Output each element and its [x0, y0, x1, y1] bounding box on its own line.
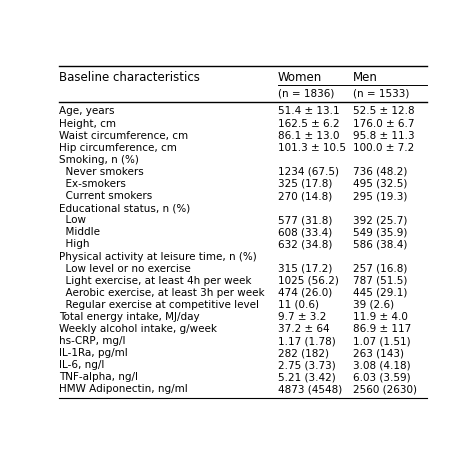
Text: Never smokers: Never smokers: [59, 167, 144, 177]
Text: Hip circumference, cm: Hip circumference, cm: [59, 143, 177, 153]
Text: 2.75 (3.73): 2.75 (3.73): [278, 360, 336, 370]
Text: Women: Women: [278, 71, 322, 84]
Text: 176.0 ± 6.7: 176.0 ± 6.7: [353, 118, 415, 128]
Text: Smoking, n (%): Smoking, n (%): [59, 155, 139, 165]
Text: 95.8 ± 11.3: 95.8 ± 11.3: [353, 131, 415, 141]
Text: 52.5 ± 12.8: 52.5 ± 12.8: [353, 107, 415, 117]
Text: 86.1 ± 13.0: 86.1 ± 13.0: [278, 131, 339, 141]
Text: Educational status, n (%): Educational status, n (%): [59, 203, 191, 213]
Text: Middle: Middle: [59, 228, 100, 237]
Text: 282 (182): 282 (182): [278, 348, 329, 358]
Text: Weekly alcohol intake, g/week: Weekly alcohol intake, g/week: [59, 324, 217, 334]
Text: TNF-alpha, ng/l: TNF-alpha, ng/l: [59, 373, 138, 383]
Text: 474 (26.0): 474 (26.0): [278, 288, 332, 298]
Text: 51.4 ± 13.1: 51.4 ± 13.1: [278, 107, 339, 117]
Text: Ex-smokers: Ex-smokers: [59, 179, 126, 189]
Text: 736 (48.2): 736 (48.2): [353, 167, 408, 177]
Text: 86.9 ± 117: 86.9 ± 117: [353, 324, 411, 334]
Text: 4873 (4548): 4873 (4548): [278, 384, 342, 394]
Text: 315 (17.2): 315 (17.2): [278, 264, 332, 273]
Text: 445 (29.1): 445 (29.1): [353, 288, 408, 298]
Text: IL-1Ra, pg/ml: IL-1Ra, pg/ml: [59, 348, 128, 358]
Text: 586 (38.4): 586 (38.4): [353, 239, 408, 249]
Text: 11.9 ± 4.0: 11.9 ± 4.0: [353, 312, 408, 322]
Text: 632 (34.8): 632 (34.8): [278, 239, 332, 249]
Text: 5.21 (3.42): 5.21 (3.42): [278, 373, 336, 383]
Text: 100.0 ± 7.2: 100.0 ± 7.2: [353, 143, 414, 153]
Text: Current smokers: Current smokers: [59, 191, 153, 201]
Text: 495 (32.5): 495 (32.5): [353, 179, 408, 189]
Text: Physical activity at leisure time, n (%): Physical activity at leisure time, n (%): [59, 252, 257, 262]
Text: 257 (16.8): 257 (16.8): [353, 264, 408, 273]
Text: 263 (143): 263 (143): [353, 348, 404, 358]
Text: 392 (25.7): 392 (25.7): [353, 215, 408, 225]
Text: (n = 1533): (n = 1533): [353, 89, 410, 99]
Text: Regular exercise at competitive level: Regular exercise at competitive level: [59, 300, 259, 310]
Text: 549 (35.9): 549 (35.9): [353, 228, 408, 237]
Text: IL-6, ng/l: IL-6, ng/l: [59, 360, 105, 370]
Text: 295 (19.3): 295 (19.3): [353, 191, 408, 201]
Text: Height, cm: Height, cm: [59, 118, 116, 128]
Text: Baseline characteristics: Baseline characteristics: [59, 71, 200, 84]
Text: 608 (33.4): 608 (33.4): [278, 228, 332, 237]
Text: Total energy intake, MJ/day: Total energy intake, MJ/day: [59, 312, 200, 322]
Text: 270 (14.8): 270 (14.8): [278, 191, 332, 201]
Text: Aerobic exercise, at least 3h per week: Aerobic exercise, at least 3h per week: [59, 288, 265, 298]
Text: 101.3 ± 10.5: 101.3 ± 10.5: [278, 143, 346, 153]
Text: 325 (17.8): 325 (17.8): [278, 179, 332, 189]
Text: 9.7 ± 3.2: 9.7 ± 3.2: [278, 312, 326, 322]
Text: hs-CRP, mg/l: hs-CRP, mg/l: [59, 336, 126, 346]
Text: 6.03 (3.59): 6.03 (3.59): [353, 373, 411, 383]
Text: Light exercise, at least 4h per week: Light exercise, at least 4h per week: [59, 276, 252, 286]
Text: 1.17 (1.78): 1.17 (1.78): [278, 336, 336, 346]
Text: 162.5 ± 6.2: 162.5 ± 6.2: [278, 118, 339, 128]
Text: High: High: [59, 239, 90, 249]
Text: HMW Adiponectin, ng/ml: HMW Adiponectin, ng/ml: [59, 384, 188, 394]
Text: 39 (2.6): 39 (2.6): [353, 300, 394, 310]
Text: Age, years: Age, years: [59, 107, 115, 117]
Text: Waist circumference, cm: Waist circumference, cm: [59, 131, 188, 141]
Text: (n = 1836): (n = 1836): [278, 89, 334, 99]
Text: Low: Low: [59, 215, 86, 225]
Text: Low level or no exercise: Low level or no exercise: [59, 264, 191, 273]
Text: 1025 (56.2): 1025 (56.2): [278, 276, 339, 286]
Text: 2560 (2630): 2560 (2630): [353, 384, 417, 394]
Text: 577 (31.8): 577 (31.8): [278, 215, 332, 225]
Text: 1234 (67.5): 1234 (67.5): [278, 167, 339, 177]
Text: 1.07 (1.51): 1.07 (1.51): [353, 336, 411, 346]
Text: 37.2 ± 64: 37.2 ± 64: [278, 324, 329, 334]
Text: Men: Men: [353, 71, 378, 84]
Text: 787 (51.5): 787 (51.5): [353, 276, 408, 286]
Text: 11 (0.6): 11 (0.6): [278, 300, 319, 310]
Text: 3.08 (4.18): 3.08 (4.18): [353, 360, 411, 370]
